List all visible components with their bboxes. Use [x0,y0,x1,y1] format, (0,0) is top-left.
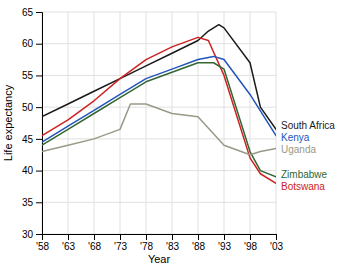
x-tick-mark [250,234,251,240]
x-tick-label: '98 [244,241,257,252]
x-tick: '88 [192,234,205,252]
y-tick-mark [36,12,42,13]
grid-line-y [42,138,276,139]
x-tick-label: '73 [114,241,127,252]
x-tick-label: '78 [140,241,153,252]
x-tick: '63 [62,234,75,252]
y-tick-mark [36,234,42,235]
grid-line-y [42,202,276,203]
grid-line-x [68,12,69,234]
y-tick: 30 [22,229,42,240]
grid-line-x [198,12,199,234]
y-tick: 45 [22,134,42,145]
x-tick-label: '68 [88,241,101,252]
series-label: South Africa [281,120,335,131]
y-axis: 30 35 40 45 50 55 60 65 [22,7,43,240]
x-tick: '58 [36,234,49,252]
y-axis-title: Life expectancy [2,84,14,161]
x-tick: '78 [140,234,153,252]
y-tick-mark [36,75,42,76]
x-tick-mark [172,234,173,240]
x-tick-mark [120,234,121,240]
grid-line-x [224,12,225,234]
series-label: Kenya [281,132,310,143]
y-tick: 35 [22,197,42,208]
y-tick-label: 50 [22,102,34,113]
x-tick: '73 [114,234,127,252]
y-tick: 55 [22,70,42,81]
x-tick-mark [68,234,69,240]
grid-line-x [146,12,147,234]
grid-line-y [42,75,276,76]
y-tick-mark [36,44,42,45]
x-tick-label: '93 [218,241,231,252]
y-tick-label: 60 [22,38,34,49]
x-tick-label: '58 [36,241,49,252]
series-label: Uganda [281,144,316,155]
x-axis-title: Year [148,253,171,265]
y-tick-label: 55 [22,70,34,81]
lines [42,25,276,184]
x-tick: '93 [218,234,231,252]
grid-line-x [276,12,277,234]
y-tick-mark [36,171,42,172]
grid-line-x [172,12,173,234]
grid [42,12,276,234]
series-line [42,63,276,177]
x-tick: '03 [270,234,283,252]
chart: '58 '63 '68 '73 '78 '83 '88 '93 '98 '03 30 35 40 45 50… [0,0,350,268]
x-tick: '68 [88,234,101,252]
series-line [42,37,276,183]
y-tick-label: 35 [22,197,34,208]
x-tick-mark [94,234,95,240]
y-tick-label: 30 [22,229,34,240]
x-tick-mark [276,234,277,240]
grid-line-y [42,12,276,13]
series-label: Botswana [281,181,325,192]
y-tick: 65 [22,7,42,18]
series-label: Zimbabwe [281,169,328,180]
grid-line-y [42,43,276,44]
y-tick: 40 [22,165,42,176]
x-axis-line [43,235,277,241]
series-line [42,56,276,142]
y-axis-line [36,13,43,235]
x-tick-label: '83 [166,241,179,252]
y-tick: 50 [22,102,42,113]
series-labels: South AfricaKenyaUganda ZimbabweBotswana [281,120,335,191]
grid-line-y [42,170,276,171]
x-tick-mark [146,234,147,240]
y-tick: 60 [22,38,42,49]
y-tick-mark [36,202,42,203]
y-tick-label: 45 [22,134,34,145]
series-line [42,104,276,155]
y-tick-mark [36,139,42,140]
grid-line-x [94,12,95,234]
x-tick: '83 [166,234,179,252]
x-tick-mark [198,234,199,240]
plot: '58 '63 '68 '73 '78 '83 '88 '93 '98 '03 30 35 40 45 50… [2,7,335,265]
y-tick-label: 65 [22,7,34,18]
grid-line-x [250,12,251,234]
x-axis: '58 '63 '68 '73 '78 '83 '88 '93 '98 '03 [36,234,283,252]
x-tick-label: '63 [62,241,75,252]
x-tick: '98 [244,234,257,252]
x-tick-label: '88 [192,241,205,252]
grid-line-x [120,12,121,234]
x-tick-mark [224,234,225,240]
grid-line-y [42,107,276,108]
x-tick-label: '03 [270,241,283,252]
y-tick-mark [36,107,42,108]
y-tick-label: 40 [22,165,34,176]
